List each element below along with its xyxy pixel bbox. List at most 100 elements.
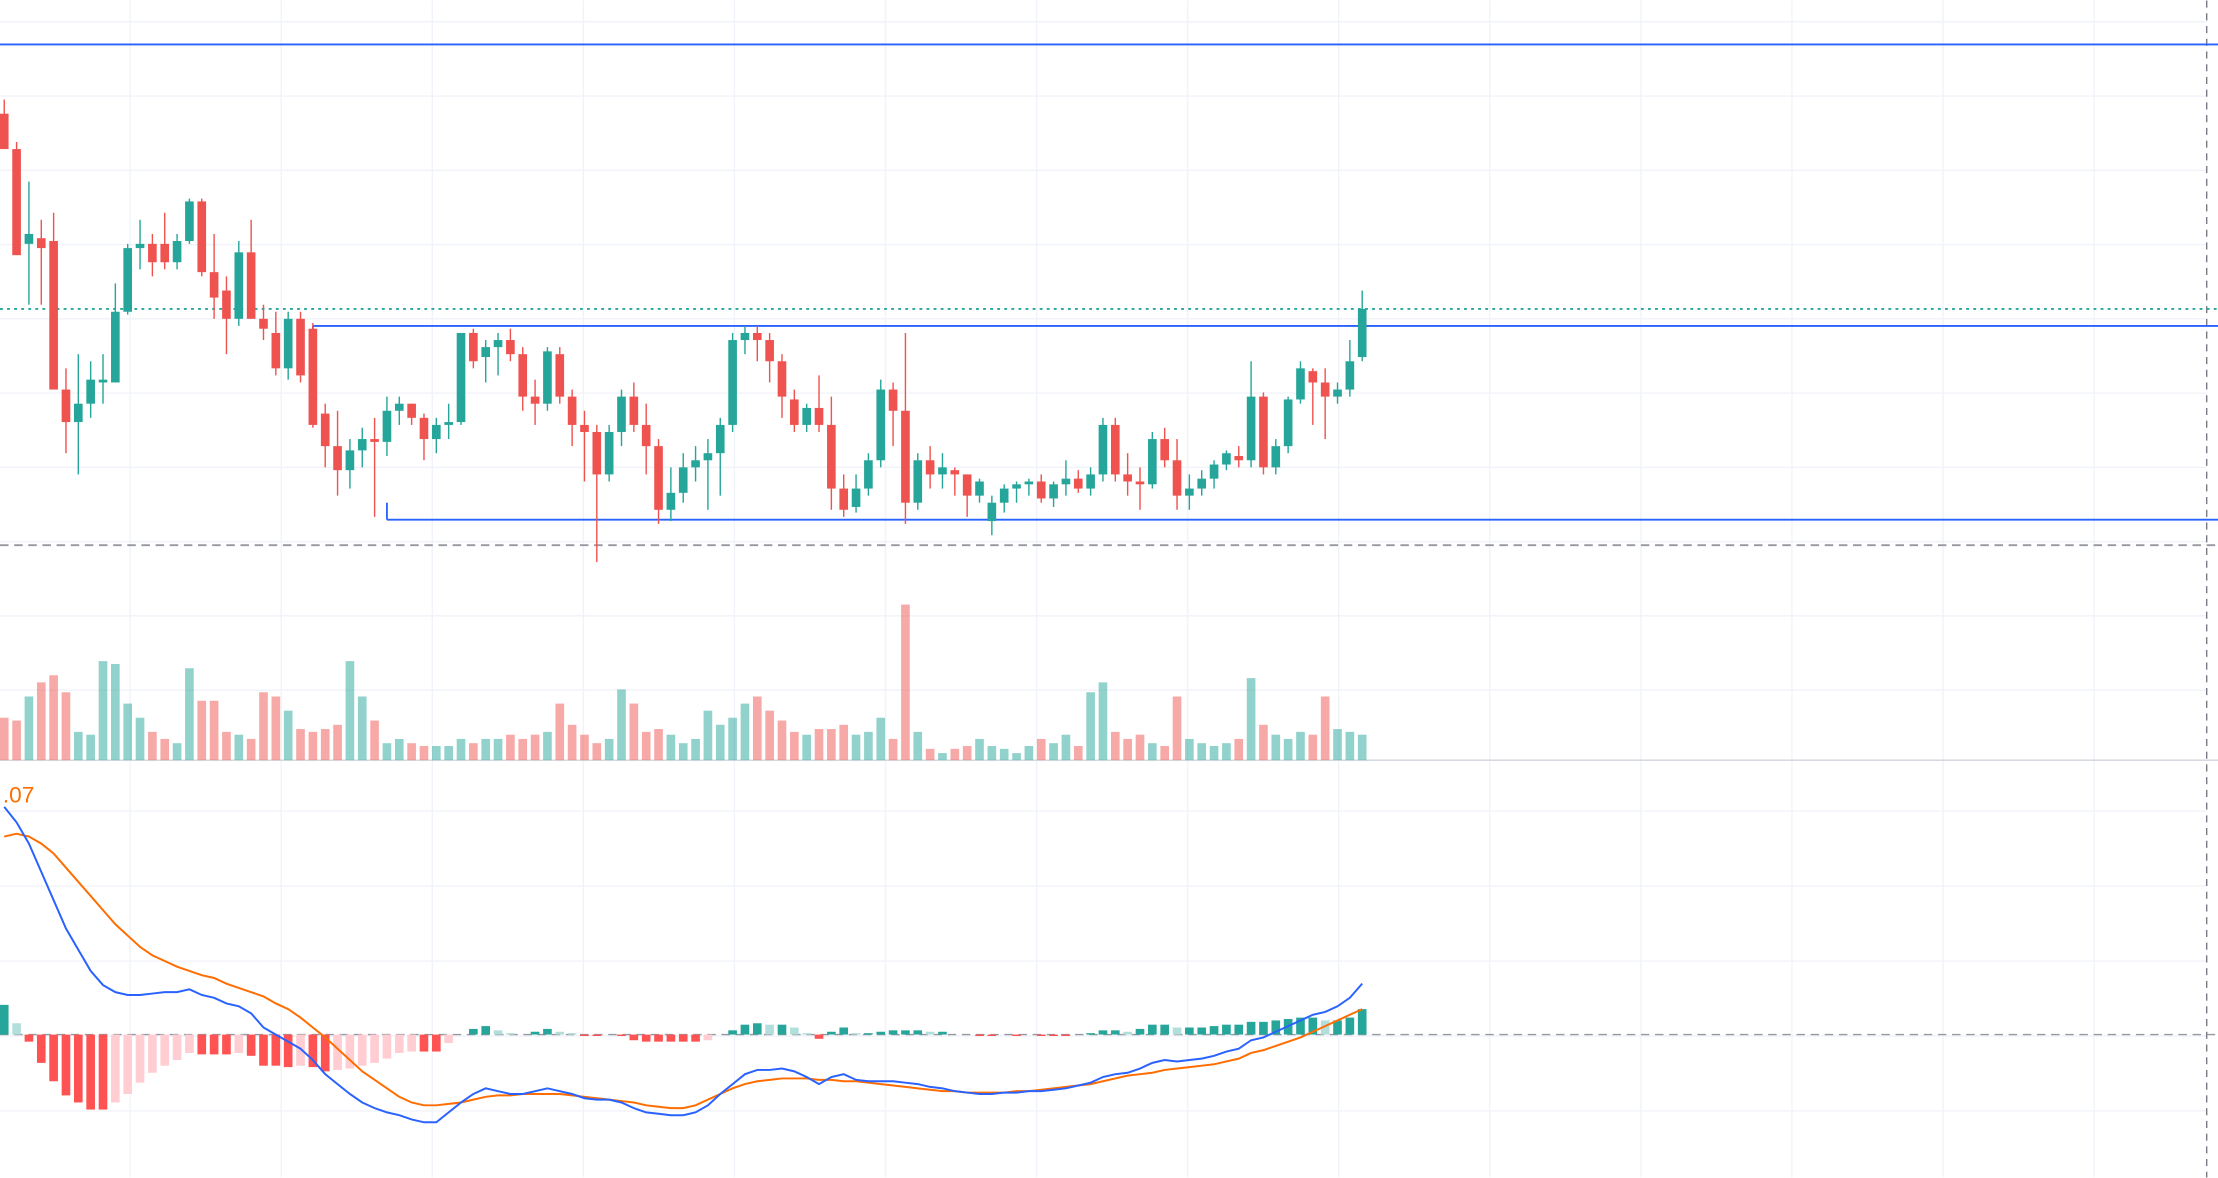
candle-body [382,410,392,442]
histogram-bar [530,1031,540,1035]
histogram-bar [271,1034,281,1066]
histogram-bar [925,1031,935,1035]
volume-bar [975,738,984,761]
candle-body [1049,484,1058,499]
histogram-bar [308,1034,318,1068]
histogram-bar [1345,1017,1355,1035]
histogram-bar [1234,1024,1244,1035]
volume-bar [641,731,651,761]
candle-body [1271,446,1281,468]
candle-body [1234,456,1244,461]
candle-body [1222,453,1231,465]
candle-body [456,332,466,423]
candle-body [1333,389,1342,397]
volume-bar [333,724,342,761]
histogram-bar [86,1034,95,1110]
volume-bar [506,734,515,761]
histogram-bar [827,1031,836,1035]
histogram-bar [357,1034,367,1066]
histogram-bar [1012,1034,1021,1036]
volume-bar [1333,729,1342,761]
candle-body [1172,460,1182,496]
volume-bar [308,731,318,761]
histogram-bar [876,1031,886,1035]
volume-bar [394,738,404,761]
histogram-bar [666,1034,676,1042]
candle-body [506,340,515,355]
candle-body [209,272,219,298]
volume-bar [222,731,231,761]
histogram-bar [370,1034,379,1063]
volume-bar [604,738,614,761]
volume-bar [345,661,355,761]
histogram-bar [283,1034,293,1068]
histogram-bar [543,1028,552,1035]
volume-bar [456,738,466,761]
volume-bar [962,746,972,761]
histogram-bar [678,1034,688,1042]
volume-bar [246,738,256,761]
volume-bar [1073,746,1083,761]
candle-body [0,113,9,150]
candle-body [49,241,58,390]
histogram-bar [234,1034,244,1053]
volume-bar [61,692,71,761]
volume-bar [1098,682,1108,761]
candle-body [123,248,133,312]
histogram-bar [1296,1017,1305,1035]
histogram-bar [432,1034,441,1052]
histogram-bar [1086,1033,1095,1035]
candle-body [864,460,873,489]
candle-body [148,243,157,263]
volume-bar [24,696,34,761]
volume-bar [1259,724,1268,761]
histogram-bar [617,1034,626,1036]
volume-bar [148,731,157,761]
histogram-bar [975,1034,984,1036]
candle-body [73,403,83,423]
volume-bar [1357,734,1367,761]
candle-body [1160,439,1170,461]
candle-body [876,389,886,461]
volume-bar [271,696,281,761]
candle-body [629,396,639,425]
volume-bar [1024,746,1034,761]
histogram-bar [1357,1009,1367,1035]
candle-body [839,488,849,510]
candle-body [61,389,71,423]
histogram-bar [345,1034,355,1069]
volume-bar [555,703,565,761]
candle-body [666,492,676,510]
candle-body [950,470,960,475]
candle-body [111,311,120,383]
candle-body [271,332,281,369]
volume-bar [493,738,503,761]
volume-bar [1283,738,1293,761]
candle-body [86,379,95,404]
candle-body [12,149,21,256]
candle-body [1012,484,1021,489]
candle-body [444,422,453,425]
macd-label: .07 [3,783,34,808]
volume-bar [827,729,836,761]
histogram-bar [1123,1031,1132,1035]
volume-bar [185,668,194,761]
candle-body [296,318,305,376]
histogram-bar [555,1031,565,1035]
volume-bar [1148,743,1157,761]
histogram-bar [24,1034,34,1042]
candle-body [1024,481,1034,485]
signal-line [4,832,1363,1110]
candle-body [1357,308,1367,358]
candle-body [172,241,182,263]
candle-body [1209,464,1219,479]
candle-body [567,396,577,425]
candle-body [987,502,997,522]
volume-bar [888,738,898,761]
candle-body [160,243,170,263]
candle-body [740,332,750,341]
candle-body [580,424,589,432]
volume-bar [913,731,923,761]
histogram-bar [49,1034,58,1082]
volume-bar [1246,678,1256,761]
